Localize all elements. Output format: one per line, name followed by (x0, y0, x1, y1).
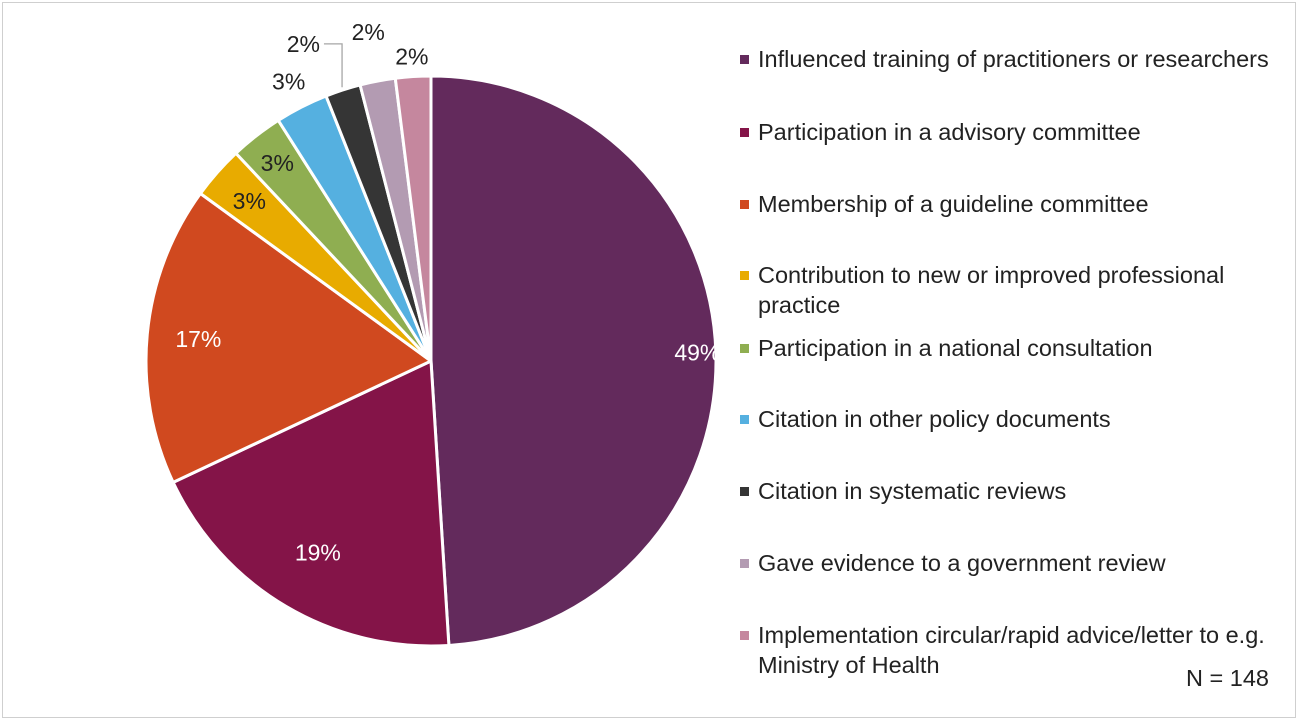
legend-label: Participation in a national consultation (758, 335, 1153, 361)
sample-size-note: N = 148 (1186, 665, 1269, 691)
legend-item: Contribution to new or improved professi… (740, 260, 1280, 320)
leader-line (323, 43, 343, 88)
legend-item: Participation in a advisory committee (740, 117, 1280, 147)
slice-data-label: 17% (175, 326, 221, 352)
legend-item: Influenced training of practitioners or … (740, 44, 1280, 74)
slice-data-label: 2% (352, 19, 385, 45)
legend-label: Citation in systematic reviews (758, 478, 1067, 504)
legend-label: Influenced training of practitioners or … (758, 46, 1269, 72)
legend-swatch (740, 271, 749, 280)
slice-data-label: 49% (674, 340, 720, 366)
legend-label: Citation in other policy documents (758, 406, 1111, 432)
pie-chart: 49% 19% 17% 3% 3% 3% 2% 2% 2% (144, 19, 720, 648)
legend-swatch (740, 200, 749, 209)
slice-data-label: 19% (295, 539, 341, 565)
legend-item: Citation in systematic reviews (740, 476, 1280, 506)
pie-slice (144, 191, 433, 484)
legend-swatch (740, 559, 749, 568)
slice-data-label: 3% (233, 188, 266, 214)
legend-item: Citation in other policy documents (740, 404, 1280, 434)
legend-item: Participation in a national consultation (740, 333, 1280, 363)
slices-layer (144, 74, 718, 648)
legend-item: Gave evidence to a government review (740, 548, 1280, 578)
slice-data-label: 2% (395, 44, 428, 70)
legend-item: Implementation circular/rapid advice/let… (740, 620, 1280, 680)
pie-slice (429, 74, 718, 647)
legend-label: Participation in a advisory committee (758, 119, 1141, 145)
leader-lines (323, 43, 343, 88)
legend-swatch (740, 487, 749, 496)
slice-data-label: 3% (272, 69, 305, 95)
legend-swatch (740, 344, 749, 353)
legend-item: Membership of a guideline committee (740, 189, 1280, 219)
legend-label: Contribution to new or improved professi… (758, 262, 1225, 318)
legend-swatch (740, 415, 749, 424)
slice-data-label: 2% (287, 31, 320, 57)
pie-slice (171, 359, 451, 648)
legend-swatch (740, 631, 749, 640)
legend-label: Membership of a guideline committee (758, 191, 1149, 217)
legend-label: Implementation circular/rapid advice/let… (758, 622, 1265, 678)
legend-label: Gave evidence to a government review (758, 550, 1166, 576)
slice-labels: 49% 19% 17% 3% 3% 3% 2% 2% 2% (175, 19, 720, 565)
legend-swatch (740, 55, 749, 64)
pie-slice (393, 74, 433, 363)
legend-swatch (740, 128, 749, 137)
slice-data-label: 3% (261, 150, 294, 176)
